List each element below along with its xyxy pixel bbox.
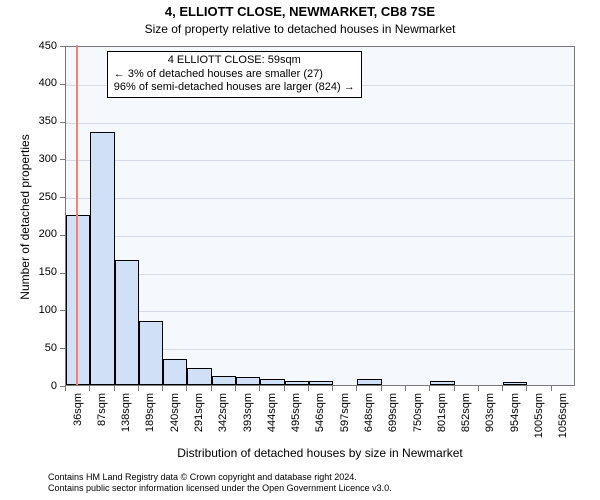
- histogram-bar: [187, 368, 211, 385]
- x-tick: [211, 386, 212, 391]
- y-tick: [60, 84, 65, 85]
- annotation-line: 96% of semi-detached houses are larger (…: [114, 81, 355, 95]
- y-tick: [60, 122, 65, 123]
- gridline: [66, 123, 574, 124]
- x-tick: [308, 386, 309, 391]
- x-tick-label: 1056sqm: [557, 393, 569, 443]
- histogram-bar: [139, 321, 163, 385]
- x-tick: [114, 386, 115, 391]
- x-tick: [551, 386, 552, 391]
- x-tick: [429, 386, 430, 391]
- y-tick: [60, 159, 65, 160]
- histogram-bar: [115, 260, 139, 385]
- plot-area: 4 ELLIOTT CLOSE: 59sqm← 3% of detached h…: [65, 46, 575, 386]
- x-tick-label: 342sqm: [217, 393, 229, 443]
- y-tick-label: 50: [0, 342, 57, 354]
- annotation-box: 4 ELLIOTT CLOSE: 59sqm← 3% of detached h…: [107, 51, 362, 98]
- x-tick-label: 444sqm: [266, 393, 278, 443]
- x-tick-label: 291sqm: [193, 393, 205, 443]
- x-tick: [502, 386, 503, 391]
- chart-title-line1: 4, ELLIOTT CLOSE, NEWMARKET, CB8 7SE: [0, 4, 600, 19]
- x-tick: [454, 386, 455, 391]
- x-tick-label: 699sqm: [387, 393, 399, 443]
- x-tick-label: 750sqm: [412, 393, 424, 443]
- x-tick-label: 138sqm: [120, 393, 132, 443]
- gridline: [66, 160, 574, 161]
- histogram-bar: [163, 359, 187, 385]
- gridline: [66, 198, 574, 199]
- y-tick-label: 100: [0, 304, 57, 316]
- y-tick-label: 200: [0, 228, 57, 240]
- annotation-line: 4 ELLIOTT CLOSE: 59sqm: [114, 54, 355, 68]
- y-axis-title: Number of detached properties: [18, 47, 32, 387]
- histogram-bar: [212, 376, 236, 385]
- y-tick: [60, 197, 65, 198]
- x-tick-label: 240sqm: [169, 393, 181, 443]
- y-tick: [60, 348, 65, 349]
- x-tick-label: 393sqm: [242, 393, 254, 443]
- attribution-line2: Contains public sector information licen…: [48, 483, 392, 494]
- x-tick: [284, 386, 285, 391]
- y-tick: [60, 46, 65, 47]
- x-tick-label: 189sqm: [144, 393, 156, 443]
- histogram-bar: [90, 132, 114, 385]
- y-tick: [60, 235, 65, 236]
- histogram-bar: [236, 377, 260, 385]
- y-tick-label: 400: [0, 77, 57, 89]
- x-tick-label: 903sqm: [484, 393, 496, 443]
- x-tick-label: 1005sqm: [533, 393, 545, 443]
- chart-container: 4, ELLIOTT CLOSE, NEWMARKET, CB8 7SE Siz…: [0, 0, 600, 500]
- chart-title-line2: Size of property relative to detached ho…: [0, 22, 600, 36]
- x-tick: [65, 386, 66, 391]
- y-tick-label: 300: [0, 153, 57, 165]
- y-tick-label: 0: [0, 380, 57, 392]
- attribution-text: Contains HM Land Registry data © Crown c…: [48, 472, 392, 495]
- gridline: [66, 274, 574, 275]
- y-tick-label: 150: [0, 266, 57, 278]
- x-tick: [259, 386, 260, 391]
- x-axis-title: Distribution of detached houses by size …: [65, 446, 575, 460]
- y-tick: [60, 273, 65, 274]
- y-tick: [60, 310, 65, 311]
- x-tick-label: 597sqm: [339, 393, 351, 443]
- histogram-bar: [430, 381, 454, 385]
- x-tick-label: 801sqm: [436, 393, 448, 443]
- attribution-line1: Contains HM Land Registry data © Crown c…: [48, 472, 392, 483]
- x-tick: [186, 386, 187, 391]
- histogram-bar: [357, 379, 381, 385]
- x-tick: [356, 386, 357, 391]
- x-tick: [89, 386, 90, 391]
- x-tick-label: 954sqm: [509, 393, 521, 443]
- x-tick-label: 852sqm: [460, 393, 472, 443]
- x-tick-label: 87sqm: [96, 393, 108, 443]
- y-tick-label: 350: [0, 115, 57, 127]
- histogram-bar: [260, 379, 284, 385]
- histogram-bar: [66, 215, 90, 385]
- x-tick: [381, 386, 382, 391]
- x-tick: [526, 386, 527, 391]
- histogram-bar: [309, 381, 333, 385]
- y-tick-label: 250: [0, 191, 57, 203]
- x-tick: [138, 386, 139, 391]
- gridline: [66, 311, 574, 312]
- x-tick: [478, 386, 479, 391]
- x-tick: [332, 386, 333, 391]
- highlight-bar: [76, 45, 78, 385]
- histogram-bar: [503, 382, 527, 385]
- x-tick-label: 648sqm: [363, 393, 375, 443]
- x-tick-label: 36sqm: [72, 393, 84, 443]
- y-tick-label: 450: [0, 40, 57, 52]
- annotation-line: ← 3% of detached houses are smaller (27): [114, 68, 355, 82]
- x-tick: [235, 386, 236, 391]
- histogram-bar: [285, 381, 309, 385]
- x-tick: [162, 386, 163, 391]
- x-tick-label: 546sqm: [314, 393, 326, 443]
- x-tick: [405, 386, 406, 391]
- gridline: [66, 236, 574, 237]
- x-tick-label: 495sqm: [290, 393, 302, 443]
